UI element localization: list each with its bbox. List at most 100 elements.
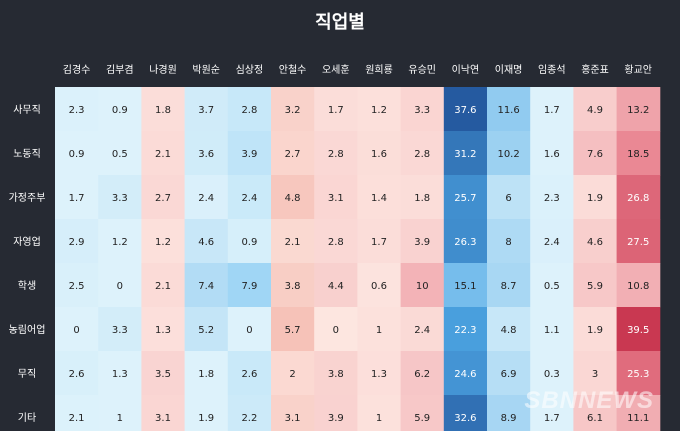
heatmap-cells: 2.3 0.9 1.8 3.7 2.8 3.2 1.7 1.2 3.3 37.6 11.6 1.7 4.… — [55, 87, 661, 431]
cell-value-label: 1.3 — [371, 369, 387, 380]
cell-value-label: 2.8 — [414, 149, 430, 160]
cell-value-label: 1.9 — [198, 413, 214, 424]
cell-value-label: 4.8 — [501, 325, 517, 336]
heatmap-cell — [487, 131, 531, 176]
heatmap-cell — [616, 175, 661, 220]
cell-value-label: 0 — [246, 325, 252, 336]
cell-value-label: 2.1 — [155, 149, 171, 160]
cell-value-label: 3.9 — [414, 237, 430, 248]
heatmap-cell — [141, 263, 186, 308]
heatmap-cell — [184, 351, 229, 396]
row-label: 농림어업 — [9, 323, 46, 336]
chart-title: 직업별 — [315, 12, 365, 33]
cell-value-label: 1.7 — [328, 105, 344, 116]
heatmap-cell — [55, 263, 99, 308]
heatmap-cell — [314, 307, 358, 352]
row-label: 무직 — [18, 368, 36, 380]
cell-value-label: 39.5 — [627, 325, 649, 336]
heatmap-cell — [487, 263, 531, 308]
heatmap-cell — [573, 87, 618, 132]
heatmap-cell — [271, 263, 315, 308]
heatmap-cell — [55, 351, 99, 396]
cell-value-label: 1.7 — [544, 105, 560, 116]
cell-value-label: 0 — [73, 325, 79, 336]
heatmap-cell — [357, 307, 402, 352]
cell-value-label: 1.8 — [198, 369, 214, 380]
heatmap-cell — [400, 351, 445, 396]
cell-value-label: 7.6 — [587, 149, 603, 160]
heatmap-cell — [400, 263, 445, 308]
heatmap-cell — [616, 307, 661, 352]
cell-value-label: 2.8 — [241, 105, 257, 116]
cell-value-label: 3.3 — [414, 105, 430, 116]
cell-value-label: 24.6 — [454, 369, 476, 380]
heatmap-cell — [314, 131, 358, 176]
heatmap-cell — [55, 219, 99, 264]
cell-value-label: 1.7 — [544, 413, 560, 424]
cell-value-label: 1.3 — [155, 325, 171, 336]
row-label: 학생 — [18, 280, 36, 292]
cell-value-label: 4.6 — [198, 237, 214, 248]
cell-value-label: 2.6 — [69, 369, 85, 380]
cell-value-label: 1.7 — [69, 193, 85, 204]
cell-value-label: 4.9 — [587, 105, 603, 116]
heatmap-cell — [616, 131, 661, 176]
heatmap-cell — [98, 175, 142, 220]
heatmap-cell — [141, 395, 186, 431]
cell-value-label: 3.8 — [285, 281, 301, 292]
cell-value-label: 1.2 — [112, 237, 128, 248]
cell-value-label: 0.3 — [544, 369, 560, 380]
heatmap-cell — [271, 351, 315, 396]
cell-value-label: 1.2 — [155, 237, 171, 248]
cell-value-label: 18.5 — [627, 149, 649, 160]
cell-value-label: 3.8 — [328, 369, 344, 380]
cell-value-label: 1 — [376, 413, 382, 424]
cell-value-label: 3.2 — [285, 105, 301, 116]
heatmap-cell — [227, 87, 272, 132]
heatmap-cell — [487, 175, 531, 220]
heatmap-cell — [616, 219, 661, 264]
heatmap-cell — [487, 219, 531, 264]
cell-value-label: 2 — [289, 369, 295, 380]
heatmap-cell — [98, 131, 142, 176]
cell-value-label: 2.4 — [241, 193, 257, 204]
cell-value-label: 1 — [117, 413, 123, 424]
cell-value-label: 2.1 — [155, 281, 171, 292]
cell-value-label: 7.9 — [241, 281, 257, 292]
heatmap-cell — [487, 351, 531, 396]
cell-value-label: 11.6 — [497, 105, 519, 116]
heatmap-cell — [357, 219, 402, 264]
cell-value-label: 2.4 — [544, 237, 560, 248]
heatmap-cell — [184, 395, 229, 431]
heatmap-cell — [55, 307, 99, 352]
heatmap-cell — [227, 395, 272, 431]
cell-value-label: 2.3 — [544, 193, 560, 204]
heatmap-cell — [573, 131, 618, 176]
heatmap-cell — [98, 307, 142, 352]
heatmap-cell — [530, 307, 574, 352]
heatmap-cell — [530, 219, 574, 264]
column-label: 오세훈 — [322, 63, 350, 76]
heatmap-cell — [573, 351, 618, 396]
cell-value-label: 37.6 — [454, 105, 476, 116]
cell-value-label: 2.1 — [285, 237, 301, 248]
heatmap-cell — [314, 263, 358, 308]
heatmap-cell — [55, 175, 99, 220]
cell-value-label: 1.8 — [155, 105, 171, 116]
cell-value-label: 31.2 — [454, 149, 476, 160]
cell-value-label: 2.5 — [69, 281, 85, 292]
heatmap-cell — [227, 351, 272, 396]
heatmap-cell — [443, 307, 488, 352]
heatmap-cell — [271, 395, 315, 431]
heatmap-cell — [357, 263, 402, 308]
heatmap-cell — [271, 87, 315, 132]
heatmap-cell — [530, 87, 574, 132]
heatmap-cell — [98, 219, 142, 264]
heatmap-cell — [400, 219, 445, 264]
cell-value-label: 32.6 — [454, 413, 476, 424]
heatmap-cell — [443, 395, 488, 431]
cell-value-label: 2.9 — [69, 237, 85, 248]
cell-value-label: 4.8 — [285, 193, 301, 204]
heatmap-cell — [616, 395, 661, 431]
